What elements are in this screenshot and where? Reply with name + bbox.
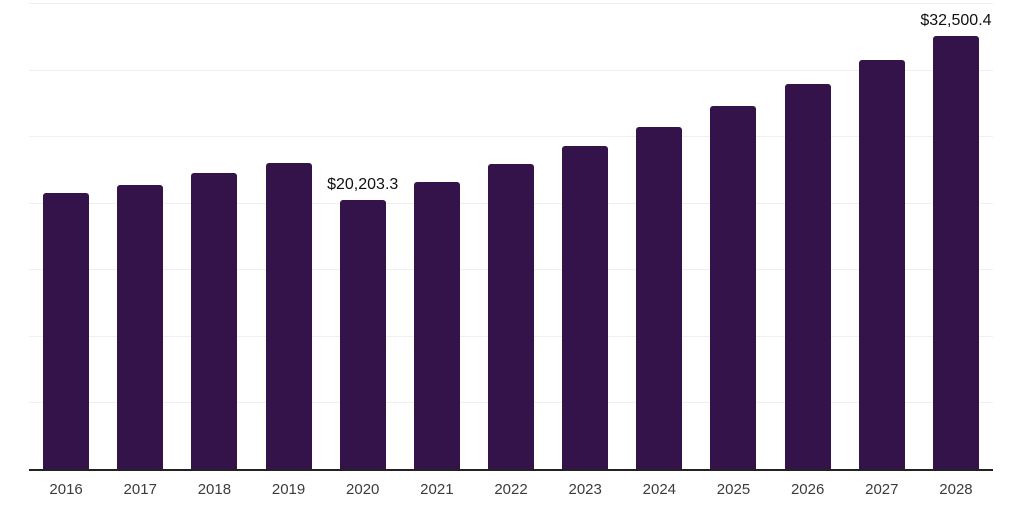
band-2018 [177, 0, 251, 469]
bar-2024[interactable] [636, 126, 683, 469]
x-axis: 2016 2017 2018 2019 2020 2021 2022 2023 2024 2025… [29, 481, 993, 498]
band-2027 [845, 0, 919, 469]
x-tick-2026: 2026 [790, 481, 825, 498]
data-label-2028: $32,500.4 [920, 12, 992, 30]
x-tick-2019: 2019 [271, 481, 306, 498]
bar-2016[interactable] [43, 192, 90, 469]
x-tick-2016: 2016 [49, 481, 83, 498]
x-tick-2022: 2022 [494, 481, 528, 498]
gridline-35000 [29, 3, 993, 4]
band-2017 [103, 0, 177, 469]
band-2020: $20,203.3 [326, 0, 400, 469]
band-2026 [771, 0, 845, 469]
data-label-2020: $20,203.3 [327, 176, 399, 194]
band-2028: $32,500.4 [919, 0, 993, 469]
band-2023 [548, 0, 622, 469]
band-2021 [400, 0, 474, 469]
x-tick-2020: 2020 [346, 481, 380, 498]
band-2016 [29, 0, 103, 469]
x-tick-2021: 2021 [420, 481, 454, 498]
band-2024 [622, 0, 696, 469]
band-2025 [696, 0, 770, 469]
bar-2028[interactable] [932, 36, 979, 469]
x-tick-2025: 2025 [716, 481, 751, 498]
bar-2025[interactable] [710, 106, 757, 469]
bar-2019[interactable] [265, 162, 312, 469]
bar-2027[interactable] [858, 60, 905, 469]
bar-2022[interactable] [488, 164, 535, 469]
gridline-30000 [29, 69, 993, 71]
x-tick-2027: 2027 [865, 481, 899, 498]
x-tick-2017: 2017 [123, 481, 157, 498]
bar-2021[interactable] [413, 182, 460, 469]
x-tick-2028: 2028 [939, 481, 973, 498]
x-tick-2024: 2024 [642, 481, 677, 498]
bar-2023[interactable] [562, 146, 609, 469]
band-2019 [251, 0, 325, 469]
x-tick-2018: 2018 [197, 481, 232, 498]
band-2022 [474, 0, 548, 469]
bar-2026[interactable] [784, 84, 831, 469]
bar-2017[interactable] [117, 184, 164, 469]
gridline-25000 [29, 136, 993, 138]
x-tick-2023: 2023 [568, 481, 602, 498]
bar-2018[interactable] [191, 173, 238, 469]
plot-area: $20,203.3 $32,500.4 [29, 0, 993, 471]
bar-series: $20,203.3 $32,500.4 [29, 0, 993, 469]
bar-2020[interactable] [339, 200, 386, 469]
